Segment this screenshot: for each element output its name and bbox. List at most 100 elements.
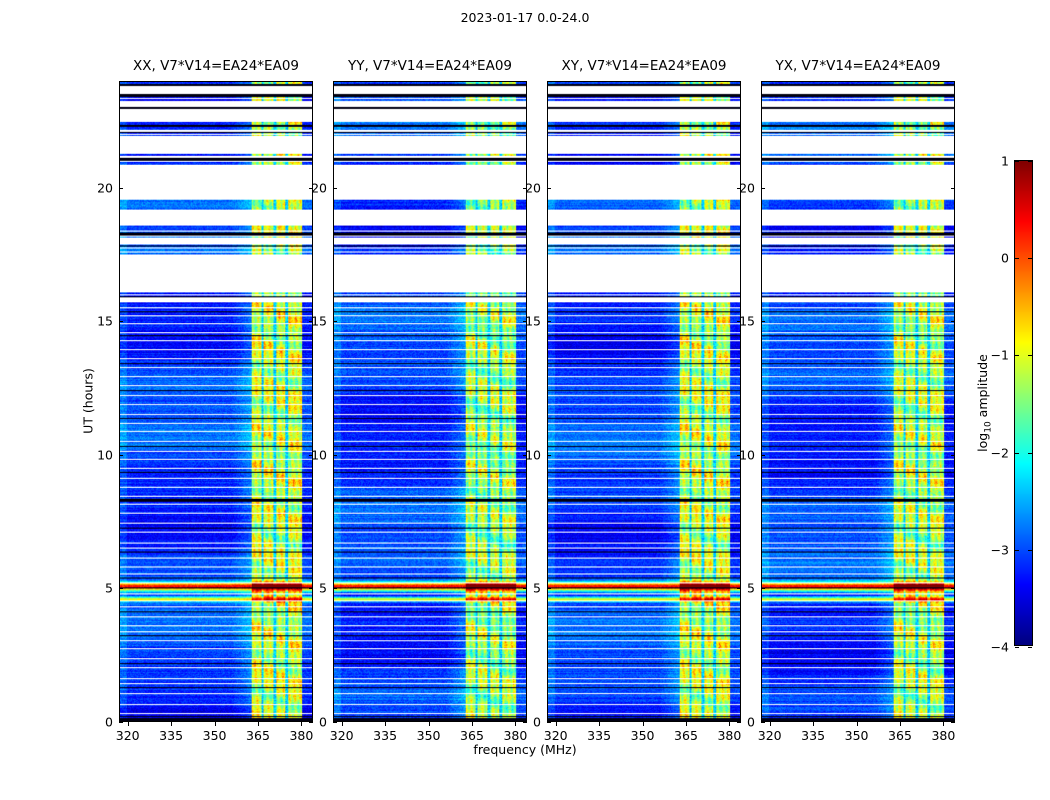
colorbar-tick-0: [1015, 647, 1019, 648]
colorbar-tick-right-4: [1028, 258, 1032, 260]
x-tick-label-xx-365: 365: [246, 728, 270, 743]
plot-area-xx[interactable]: [119, 81, 313, 722]
y-tick-label-xy-15: 15: [525, 313, 541, 329]
y-tick-label-yy-5: 5: [319, 580, 327, 596]
y-tick-xy-20: [547, 187, 551, 189]
plot-area-xy[interactable]: [547, 81, 741, 722]
y-tick-yy-5: [333, 588, 337, 590]
colorbar-tick-3: [1015, 355, 1019, 357]
y-tick-right-xy-10: [737, 454, 741, 456]
y-tick-label-yx-10: 10: [739, 447, 755, 463]
x-tick-yy-350: [428, 722, 430, 726]
x-tick-label-yy-380: 380: [503, 728, 528, 743]
waterfall-image-xx: [120, 82, 312, 721]
x-tick-label-yy-335: 335: [373, 728, 398, 743]
x-tick-xy-350: [642, 722, 644, 726]
colorbar-tick-5: [1015, 161, 1019, 162]
y-tick-xx-0: [119, 722, 123, 723]
x-tick-label-yx-350: 350: [844, 728, 869, 743]
x-tick-yx-350: [856, 722, 858, 726]
x-tick-label-yy-365: 365: [460, 728, 484, 743]
panel-title-yy: YY, V7*V14=EA24*EA09: [347, 58, 512, 74]
y-tick-right-xx-10: [309, 454, 313, 456]
panel-yx: YX, V7*V14=EA24*EA09 320 335 350 365 380 0 5 10 1…: [739, 58, 955, 743]
y-tick-label-yx-15: 15: [739, 313, 755, 329]
x-tick-label-yy-320: 320: [329, 728, 354, 743]
y-tick-xx-15: [119, 321, 123, 323]
panel-title-xy: XY, V7*V14=EA24*EA09: [561, 58, 727, 74]
x-axis-label: frequency (MHz): [473, 742, 577, 757]
y-tick-yx-5: [761, 588, 765, 590]
y-tick-right-xy-0: [737, 722, 741, 723]
y-tick-yx-0: [761, 722, 765, 723]
x-tick-yy-335: [385, 722, 387, 726]
x-tick-xx-320: [127, 722, 129, 726]
y-tick-right-yx-0: [951, 722, 955, 723]
x-tick-label-xy-320: 320: [543, 728, 568, 743]
figure-suptitle: 2023-01-17 0.0-24.0: [460, 10, 590, 25]
colorbar-tick-right-0: [1028, 647, 1032, 648]
y-tick-right-yy-15: [523, 321, 527, 323]
y-tick-right-yy-20: [523, 187, 527, 189]
x-tick-label-xy-350: 350: [630, 728, 655, 743]
y-tick-label-yy-10: 10: [311, 447, 327, 463]
y-tick-label-xx-10: 10: [97, 447, 113, 463]
x-tick-label-xy-365: 365: [674, 728, 698, 743]
y-tick-right-xx-15: [309, 321, 313, 323]
y-tick-right-yx-5: [951, 588, 955, 590]
y-tick-xy-0: [547, 722, 551, 723]
y-tick-xx-10: [119, 454, 123, 456]
colorbar-tick-2: [1015, 452, 1019, 454]
plot-area-yy[interactable]: [333, 81, 527, 722]
y-tick-right-xy-20: [737, 187, 741, 189]
y-tick-xy-5: [547, 588, 551, 590]
x-tick-label-xy-335: 335: [587, 728, 612, 743]
y-tick-right-yx-10: [951, 454, 955, 456]
x-tick-xx-335: [171, 722, 173, 726]
colorbar-gradient: [1015, 161, 1032, 645]
colorbar-label: log10 amplitude: [974, 354, 994, 452]
y-tick-label-xx-5: 5: [105, 580, 113, 596]
y-tick-right-yy-0: [523, 722, 527, 723]
y-tick-right-xx-5: [309, 588, 313, 590]
y-tick-right-xx-20: [309, 187, 313, 189]
y-tick-label-xx-15: 15: [97, 313, 113, 329]
y-axis-label: UT (hours): [80, 368, 96, 434]
waterfall-image-yy: [334, 82, 526, 721]
x-tick-xy-320: [555, 722, 557, 726]
x-tick-label-xx-335: 335: [159, 728, 184, 743]
colorbar-tick-right-1: [1028, 549, 1032, 551]
x-tick-yy-320: [341, 722, 343, 726]
x-tick-xy-365: [685, 722, 687, 726]
y-tick-yy-10: [333, 454, 337, 456]
y-tick-right-yy-10: [523, 454, 527, 456]
colorbar-tick-label-3: −1: [990, 347, 1009, 363]
y-tick-label-xy-0: 0: [533, 714, 541, 730]
x-tick-label-xy-380: 380: [717, 728, 742, 743]
x-tick-yy-365: [471, 722, 473, 726]
y-tick-label-yx-5: 5: [747, 580, 755, 596]
colorbar-tick-right-5: [1028, 161, 1032, 162]
y-tick-label-xx-0: 0: [105, 714, 113, 730]
colorbar-tick-label-1: −3: [990, 542, 1009, 558]
y-tick-label-xy-10: 10: [525, 447, 541, 463]
x-tick-xx-380: [301, 722, 303, 726]
y-tick-label-yx-0: 0: [747, 714, 755, 730]
colorbar-tick-label-0: −4: [990, 639, 1009, 655]
y-tick-label-xx-20: 20: [97, 180, 113, 196]
y-tick-label-yy-15: 15: [311, 313, 327, 329]
plot-area-yx[interactable]: [761, 81, 955, 722]
x-tick-xy-335: [599, 722, 601, 726]
y-tick-yy-0: [333, 722, 337, 723]
colorbar-tick-4: [1015, 258, 1019, 260]
colorbar-tick-label-4: 0: [1001, 250, 1009, 266]
y-tick-right-yx-15: [951, 321, 955, 323]
y-tick-right-xy-15: [737, 321, 741, 323]
y-tick-label-yy-20: 20: [311, 180, 327, 196]
y-tick-yy-15: [333, 321, 337, 323]
y-tick-yx-20: [761, 187, 765, 189]
y-tick-yy-20: [333, 187, 337, 189]
x-tick-label-xx-320: 320: [115, 728, 140, 743]
y-tick-xy-15: [547, 321, 551, 323]
